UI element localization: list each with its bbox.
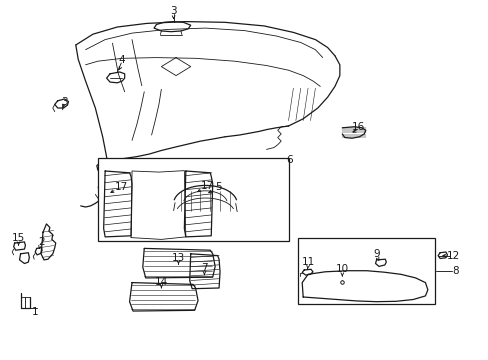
Text: 17: 17 [201,181,214,192]
Text: 10: 10 [335,264,348,274]
Text: 1: 1 [32,307,39,318]
Text: 16: 16 [350,122,364,132]
Text: 15: 15 [12,233,25,243]
Text: 8: 8 [451,266,458,276]
Text: 13: 13 [171,253,185,263]
Bar [98,158,288,241]
Text: 17: 17 [114,182,128,192]
Text: 12: 12 [446,251,460,261]
Bar [298,238,434,304]
Text: 2: 2 [39,237,45,247]
Text: 3: 3 [170,6,177,16]
Text: 7: 7 [201,263,207,273]
Text: 9: 9 [372,249,379,259]
Text: 4: 4 [119,55,125,66]
Text: 11: 11 [301,257,314,267]
Text: 6: 6 [286,155,293,165]
Text: 5: 5 [214,182,221,192]
Text: 3: 3 [61,96,68,107]
Text: 14: 14 [154,276,168,287]
